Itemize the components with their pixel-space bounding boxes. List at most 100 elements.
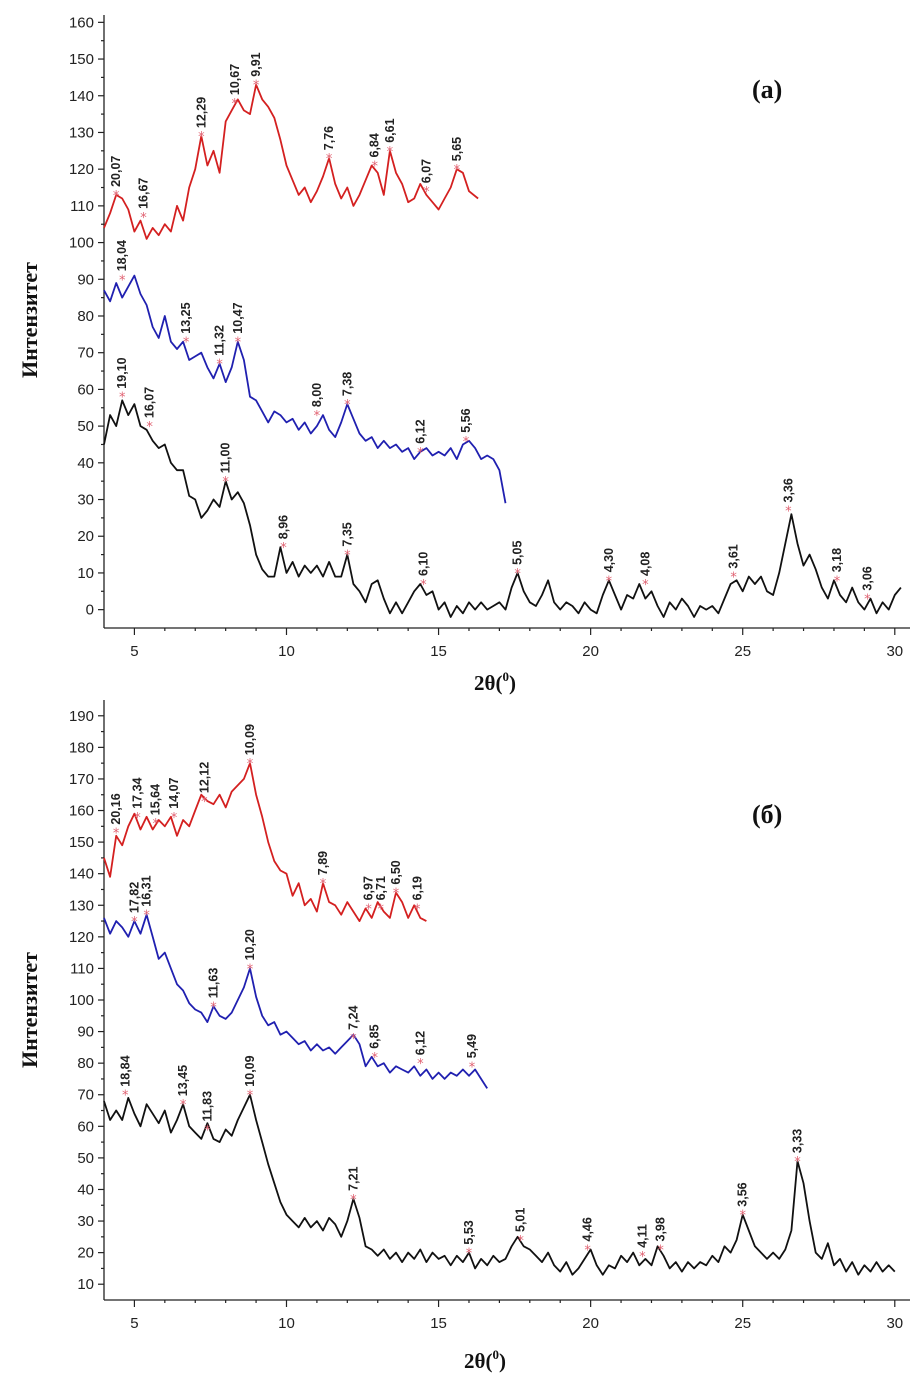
panel-a-series-2-peak-marker: * <box>119 391 126 406</box>
panel-a-series-1-peak-label: 11,32 <box>213 325 227 356</box>
panel-b-series-0-peak-label: 17,34 <box>131 777 145 808</box>
panel-b-series-1-peak-label: 11,63 <box>207 968 221 999</box>
panel-a-series-1-peak-label: 18,04 <box>115 240 129 271</box>
panel-a-x-tick-label: 5 <box>130 643 138 660</box>
panel-a-x-tick-label: 20 <box>582 643 599 660</box>
panel-b-series-2-peak-marker: * <box>739 1209 746 1224</box>
panel-b-x-tick-label: 30 <box>886 1315 903 1332</box>
panel-a-series-2-peak-label: 3,61 <box>727 544 741 568</box>
panel-b-series-0-line <box>103 762 427 922</box>
panel-b-series-2-peak-label: 18,84 <box>118 1055 132 1086</box>
panel-b-series-2-peak-marker: * <box>794 1155 801 1170</box>
panel-a-y-tick-label: 80 <box>77 308 94 325</box>
panel-b-series-1-peak-marker: * <box>469 1060 476 1075</box>
panel-a-series-2-peak-label: 16,07 <box>143 387 157 418</box>
panel-a-series-0-peak-marker: * <box>232 97 239 112</box>
panel-b-y-tick-label: 50 <box>77 1150 94 1167</box>
panel-b-series-2-peak-marker: * <box>584 1243 591 1258</box>
panel-a-series-2-peak-label: 6,10 <box>416 552 430 576</box>
panel-a-series-0-peak-label: 12,29 <box>194 97 208 128</box>
panel-b-series-0-peak-label: 12,12 <box>197 762 211 793</box>
panel-a-series-0-peak-label: 20,07 <box>109 156 123 187</box>
panel-b-label: (б) <box>752 800 782 829</box>
panel-a-series-1-peak-marker: * <box>235 336 242 351</box>
panel-b-series-2-peak-label: 13,45 <box>176 1065 190 1096</box>
panel-a-series-2-peak-marker: * <box>420 578 427 593</box>
panel-b-series-1-peak-label: 6,12 <box>413 1031 427 1055</box>
panel-a-series-2-peak-marker: * <box>514 567 521 582</box>
panel-a-y-tick-label: 130 <box>69 124 94 141</box>
panel-a-series-0-peak-label: 6,84 <box>368 133 382 157</box>
panel-a-series-0-peak-label: 6,07 <box>419 159 433 183</box>
panel-b-series-1-peak-label: 16,31 <box>140 875 154 906</box>
panel-b-series-1-peak-label: 10,20 <box>243 929 257 960</box>
panel-a-x-tick-label: 25 <box>734 643 751 660</box>
panel-b-series-2-peak-label: 4,11 <box>635 1224 649 1248</box>
panel-b-chart: (б) Интензитет 2θ(0) 10 20 30 40 50 60 70 80 90 1… <box>17 700 910 1373</box>
panel-b-y-tick-label: 120 <box>69 929 94 946</box>
panel-a-series-0-peak-label: 9,91 <box>249 52 263 76</box>
panel-b-series-2-peak-marker: * <box>204 1123 211 1138</box>
panel-b-y-tick-label: 30 <box>77 1213 94 1230</box>
panel-b-series-2-peak-label: 11,83 <box>200 1091 214 1122</box>
panel-b-series-1-peak-marker: * <box>247 962 254 977</box>
panel-b-series-0-peak-label: 6,97 <box>362 876 376 900</box>
panel-b-series-1-peak-label: 5,49 <box>465 1034 479 1058</box>
panel-b-x-axis-title: 2θ(0) <box>464 1347 506 1373</box>
panel-b-series-0-peak-label: 20,16 <box>109 793 123 824</box>
panel-b-series-1-peak-label: 6,85 <box>368 1024 382 1048</box>
panel-a-series-0-peak-label: 6,61 <box>383 118 397 142</box>
panel-a-series-0-peak-marker: * <box>387 145 394 160</box>
panel-b-y-tick-label: 20 <box>77 1245 94 1262</box>
panel-a-series-2-peak-marker: * <box>606 574 613 589</box>
panel-b-y-tick-label: 70 <box>77 1087 94 1104</box>
panel-b-series-0-peak-marker: * <box>320 877 327 892</box>
panel-a-series-2-peak-marker: * <box>146 420 153 435</box>
panel-a-x-tick-label: 10 <box>278 643 295 660</box>
panel-b-series-0-peak-label: 6,50 <box>389 860 403 884</box>
panel-a-series-1-peak-label: 6,12 <box>413 419 427 443</box>
panel-a-series-2-peak-marker: * <box>344 549 351 564</box>
panel-b-y-tick-label: 90 <box>77 1024 94 1041</box>
panel-a-y-tick-label: 70 <box>77 345 94 362</box>
panel-b-series-2-peak-marker: * <box>639 1250 646 1265</box>
panel-a-series-2-peak-marker: * <box>280 541 287 556</box>
panel-b-y-tick-label: 140 <box>69 866 94 883</box>
panel-a-series-2-line <box>103 399 902 618</box>
panel-a-series-2-peak-marker: * <box>730 571 737 586</box>
panel-a-x-axis-title: 2θ(0) <box>474 669 516 695</box>
panel-a-series-2-peak-marker: * <box>834 574 841 589</box>
panel-b-y-tick-label: 180 <box>69 739 94 756</box>
panel-a-series-1-peak-label: 5,56 <box>459 408 473 432</box>
panel-a-series-0-peak-marker: * <box>113 189 120 204</box>
panel-a-series-2-peak-label: 3,36 <box>781 478 795 502</box>
panel-b-series-0-peak-marker: * <box>113 827 120 842</box>
panel-a-y-tick-label: 60 <box>77 381 94 398</box>
panel-b-y-tick-label: 190 <box>69 708 94 725</box>
panel-b-series-2-peak-marker: * <box>247 1089 254 1104</box>
panel-a-y-tick-label: 150 <box>69 51 94 68</box>
panel-b-series-0-peak-marker: * <box>134 811 141 826</box>
panel-a-series-1-peak-marker: * <box>119 273 126 288</box>
panel-a-y-tick-label: 140 <box>69 88 94 105</box>
panel-a-series-1-peak-label: 13,25 <box>179 302 193 333</box>
panel-a-series-2-peak-label: 8,96 <box>276 515 290 539</box>
panel-a-series-2-peak-marker: * <box>785 505 792 520</box>
panel-a-series-0-peak-marker: * <box>423 185 430 200</box>
panel-b-series-0-peak-marker: * <box>152 817 159 832</box>
panel-b-y-axis-title: Интензитет <box>17 952 42 1068</box>
panel-a-series-2-peak-label: 7,35 <box>340 522 354 546</box>
panel-a-series-1-peak-marker: * <box>216 358 223 373</box>
panel-b-series-2-peak-label: 5,53 <box>462 1220 476 1244</box>
panel-b-series-2-peak-marker: * <box>517 1234 524 1249</box>
panel-b-series-2-peak-label: 5,01 <box>514 1208 528 1232</box>
panel-a-series-0-peak-marker: * <box>454 163 461 178</box>
panel-b-series-0-peak-label: 15,64 <box>149 784 163 815</box>
panel-a-y-tick-label: 40 <box>77 455 94 472</box>
panel-a-series-1-peak-label: 8,00 <box>310 383 324 407</box>
panel-b-y-tick-label: 40 <box>77 1181 94 1198</box>
panel-b-series-0-peak-label: 6,71 <box>374 876 388 900</box>
panel-a-y-tick-label: 0 <box>86 602 94 619</box>
panel-b-series-2-peak-label: 4,46 <box>581 1217 595 1241</box>
